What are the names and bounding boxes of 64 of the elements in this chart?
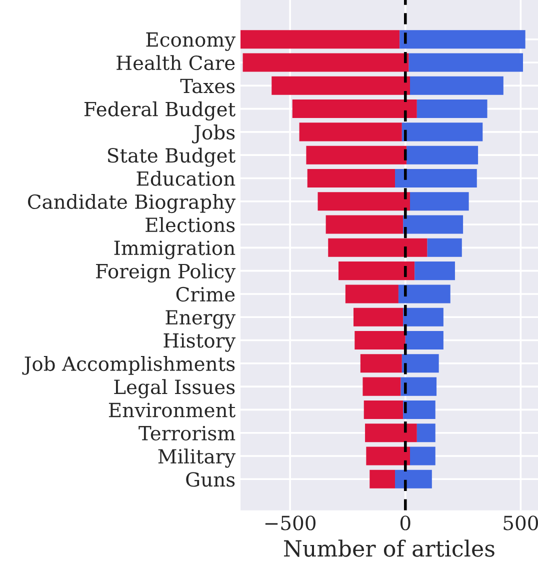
bar bbox=[403, 308, 444, 326]
bar bbox=[400, 377, 437, 396]
y-tick-label: Legal Issues bbox=[114, 379, 235, 398]
bar bbox=[362, 377, 401, 396]
bar bbox=[360, 354, 402, 373]
y-tick-label: Elections bbox=[146, 217, 235, 232]
bar bbox=[307, 168, 396, 188]
bar bbox=[398, 284, 450, 304]
bar bbox=[427, 238, 462, 257]
bar bbox=[405, 331, 444, 350]
bar bbox=[292, 100, 417, 118]
y-tick-label: Economy bbox=[146, 32, 236, 51]
y-tick-label: Foreign Policy bbox=[96, 263, 236, 283]
bar bbox=[406, 146, 478, 164]
bar bbox=[370, 470, 396, 488]
bar bbox=[240, 30, 400, 49]
y-tick-label: Health Care bbox=[116, 55, 235, 70]
bar bbox=[410, 192, 469, 211]
y-tick-label: Environment bbox=[108, 402, 236, 418]
bar bbox=[402, 122, 483, 142]
bar bbox=[354, 331, 406, 350]
bar bbox=[402, 354, 439, 373]
y-tick-label: History bbox=[164, 333, 236, 352]
bar bbox=[272, 76, 410, 95]
y-tick-label: Crime bbox=[176, 286, 235, 302]
y-tick-label: State Budget bbox=[108, 148, 236, 167]
bar bbox=[414, 262, 455, 280]
y-tick-label: Military bbox=[158, 448, 236, 468]
bar bbox=[318, 192, 410, 211]
y-tick-label: Education bbox=[136, 170, 236, 186]
bar bbox=[345, 284, 398, 304]
bar bbox=[395, 470, 432, 488]
bar bbox=[403, 400, 436, 419]
bar bbox=[400, 30, 526, 49]
bar bbox=[299, 122, 402, 142]
bar bbox=[326, 215, 404, 234]
y-tick-label: Energy bbox=[166, 310, 236, 329]
bar bbox=[408, 53, 524, 72]
bar bbox=[364, 400, 404, 419]
bar bbox=[366, 446, 410, 466]
y-tick-label: Jobs bbox=[192, 124, 235, 144]
bar bbox=[242, 53, 409, 72]
y-tick-label: Immigration bbox=[114, 240, 236, 260]
bar bbox=[403, 215, 464, 234]
bar bbox=[365, 424, 417, 442]
bar bbox=[410, 76, 504, 95]
bar bbox=[328, 238, 428, 257]
y-tick-label: Guns bbox=[186, 472, 235, 487]
bar bbox=[395, 168, 477, 188]
x-axis-title: Number of articles bbox=[284, 540, 494, 557]
y-tick-label: Taxes bbox=[180, 78, 235, 94]
bar bbox=[306, 146, 407, 164]
y-tick-label: Job Accomplishments bbox=[22, 356, 235, 375]
bar bbox=[416, 100, 488, 118]
x-tick-label: 0 bbox=[400, 516, 410, 530]
y-tick-label: Terrorism bbox=[138, 426, 236, 441]
bar bbox=[416, 424, 436, 442]
x-tick-label: 500 bbox=[504, 516, 538, 530]
y-tick-label: Federal Budget bbox=[84, 101, 236, 120]
bar bbox=[410, 446, 436, 466]
bar bbox=[338, 262, 415, 280]
bar bbox=[353, 308, 404, 326]
y-tick-label: Candidate Biography bbox=[28, 194, 236, 214]
x-tick-label: −500 bbox=[265, 516, 316, 530]
